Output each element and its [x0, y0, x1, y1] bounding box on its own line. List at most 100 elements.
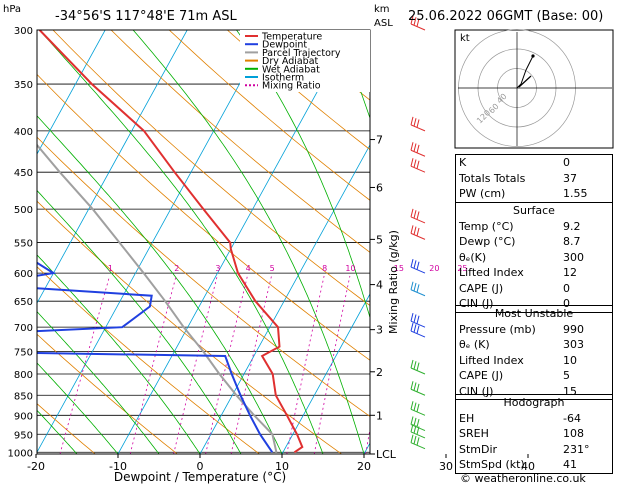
temperature-tick-label: 10 — [275, 460, 289, 473]
pressure-tick-label: 350 — [14, 80, 33, 91]
index-label: Totals Totals — [459, 171, 526, 185]
index-label: StmDir — [459, 442, 498, 456]
wet-adiabat-line — [37, 311, 160, 454]
pressure-tick-label: 950 — [14, 430, 33, 441]
temperature-line — [38, 30, 304, 454]
index-row: θₑ (K) 303 — [456, 337, 613, 353]
index-value: 990 — [563, 322, 584, 336]
mixing-ratio-label: 1 — [108, 264, 113, 273]
hodograph-trace — [516, 55, 534, 89]
wind-barb — [410, 416, 426, 432]
legend-entry: Wet Adiabat — [262, 64, 320, 75]
asl-label: ASL — [374, 18, 393, 29]
index-value: 300 — [563, 250, 584, 264]
copyright-text: © weatheronline.co.uk — [460, 472, 586, 485]
isotherm-line — [117, 30, 352, 454]
index-row: θₑ(K) 300 — [456, 250, 613, 266]
wind-barb — [410, 225, 426, 240]
km-label: km — [374, 4, 390, 15]
index-value: 8.7 — [563, 235, 581, 248]
index-label: Dewp (°C) — [459, 235, 516, 248]
temperature-tick-label: 20 — [357, 460, 371, 473]
index-value: 5 — [563, 369, 570, 382]
km-tick-label: LCL — [376, 448, 397, 461]
dry-adiabat-line — [227, 30, 370, 151]
mixing-ratio-label: 20 — [429, 264, 439, 273]
temperature-tick-label: 0 — [197, 460, 204, 473]
index-row: CAPE (J) 5 — [456, 368, 613, 384]
dry-adiabat-line — [0, 30, 13, 454]
index-label: Lifted Index — [459, 266, 524, 279]
index-row: Totals Totals 37 — [456, 171, 613, 187]
dry-adiabat-line — [37, 73, 370, 361]
index-value: 108 — [563, 427, 584, 440]
isotherm-line — [37, 30, 188, 304]
mixing-ratio-labels: 1 2 3 4 5 8 10 15 20 25 — [108, 264, 468, 273]
index-label: SREH — [459, 427, 489, 440]
dry-adiabat-line — [37, 333, 178, 454]
index-label: Pressure (mb) — [459, 322, 536, 336]
wind-barb — [410, 423, 426, 439]
most-unstable-title: Most Unstable — [494, 307, 574, 320]
indices-top-table: K 0 Totals Totals 37 PW (cm) 1.55 — [455, 154, 613, 203]
pressure-tick-label: 650 — [14, 297, 33, 308]
mixing-ratio-line — [205, 275, 248, 454]
index-row: SREH 108 — [456, 426, 613, 442]
wind-barb — [410, 401, 426, 416]
index-label: StmSpd (kt) — [459, 458, 525, 471]
pressure-tick-label: 400 — [14, 127, 33, 138]
mixing-ratio-label: 4 — [246, 264, 251, 273]
index-label: Temp (°C) — [459, 219, 514, 233]
index-row: Dewp (°C) 8.7 — [456, 234, 613, 250]
index-value: 0 — [563, 156, 570, 169]
legend-entry: Dry Adiabat — [262, 56, 319, 67]
index-value: -64 — [563, 411, 581, 425]
storm-motion-arrow — [518, 75, 532, 88]
pressure-axis: 300 350 400 450 500 550 600 650 700 750 800 850 900 9… — [8, 26, 33, 459]
background-lines — [0, 30, 370, 454]
wet-adiabat-line — [37, 362, 119, 454]
index-row: StmDir 231° — [456, 442, 613, 458]
index-value: 0 — [563, 297, 570, 310]
index-value: 37 — [563, 171, 577, 185]
index-row: EH -64 — [456, 411, 613, 427]
mixing-ratio-label: 8 — [322, 264, 327, 273]
km-tick-label: 2 — [376, 366, 383, 379]
km-tick-label: 3 — [376, 324, 383, 337]
pressure-tick-label: 700 — [14, 323, 33, 334]
index-row: Pressure (mb) 990 — [456, 322, 613, 338]
index-value: 231° — [563, 442, 590, 456]
mixing-ratio-label: 15 — [394, 264, 404, 273]
index-value: 41 — [563, 458, 577, 471]
wind-barb — [410, 15, 426, 31]
mixing-ratio-line — [173, 275, 218, 454]
isotherm-line — [281, 293, 370, 454]
index-value: 10 — [563, 353, 577, 367]
index-label: CAPE (J) — [459, 369, 504, 382]
pressure-tick-label: 1000 — [8, 448, 33, 459]
wind-barb — [410, 116, 426, 132]
pressure-tick-label: 500 — [14, 205, 33, 216]
isotherm-line — [37, 30, 106, 155]
pressure-tick-label: 300 — [14, 26, 33, 37]
wet-adiabat-line — [37, 409, 78, 454]
dry-adiabat-line — [110, 30, 370, 253]
location-title: -34°56'S 117°48'E 71m ASL — [55, 9, 237, 24]
wet-adiabat-line — [132, 30, 365, 454]
wind-barb — [410, 381, 426, 396]
pressure-tick-label: 600 — [14, 269, 33, 280]
dry-adiabat-line — [37, 266, 260, 454]
index-label: Lifted Index — [459, 353, 524, 367]
wind-barb — [410, 258, 426, 274]
mixing-ratio-label: 3 — [215, 264, 220, 273]
index-label: CAPE (J) — [459, 281, 504, 295]
mixing-ratio-axis-label: Mixing Ratio (g/kg) — [387, 230, 400, 334]
legend-entry: Isotherm — [262, 73, 304, 84]
temperature-tick-label: -20 — [27, 460, 45, 473]
surface-table: Surface Temp (°C) 9.2 Dewp (°C) 8.7 θₑ(K) 300… — [455, 202, 613, 313]
dry-adiabat-line — [168, 30, 370, 201]
datetime-title: 25.06.2022 06GMT (Base: 00) — [408, 9, 603, 24]
